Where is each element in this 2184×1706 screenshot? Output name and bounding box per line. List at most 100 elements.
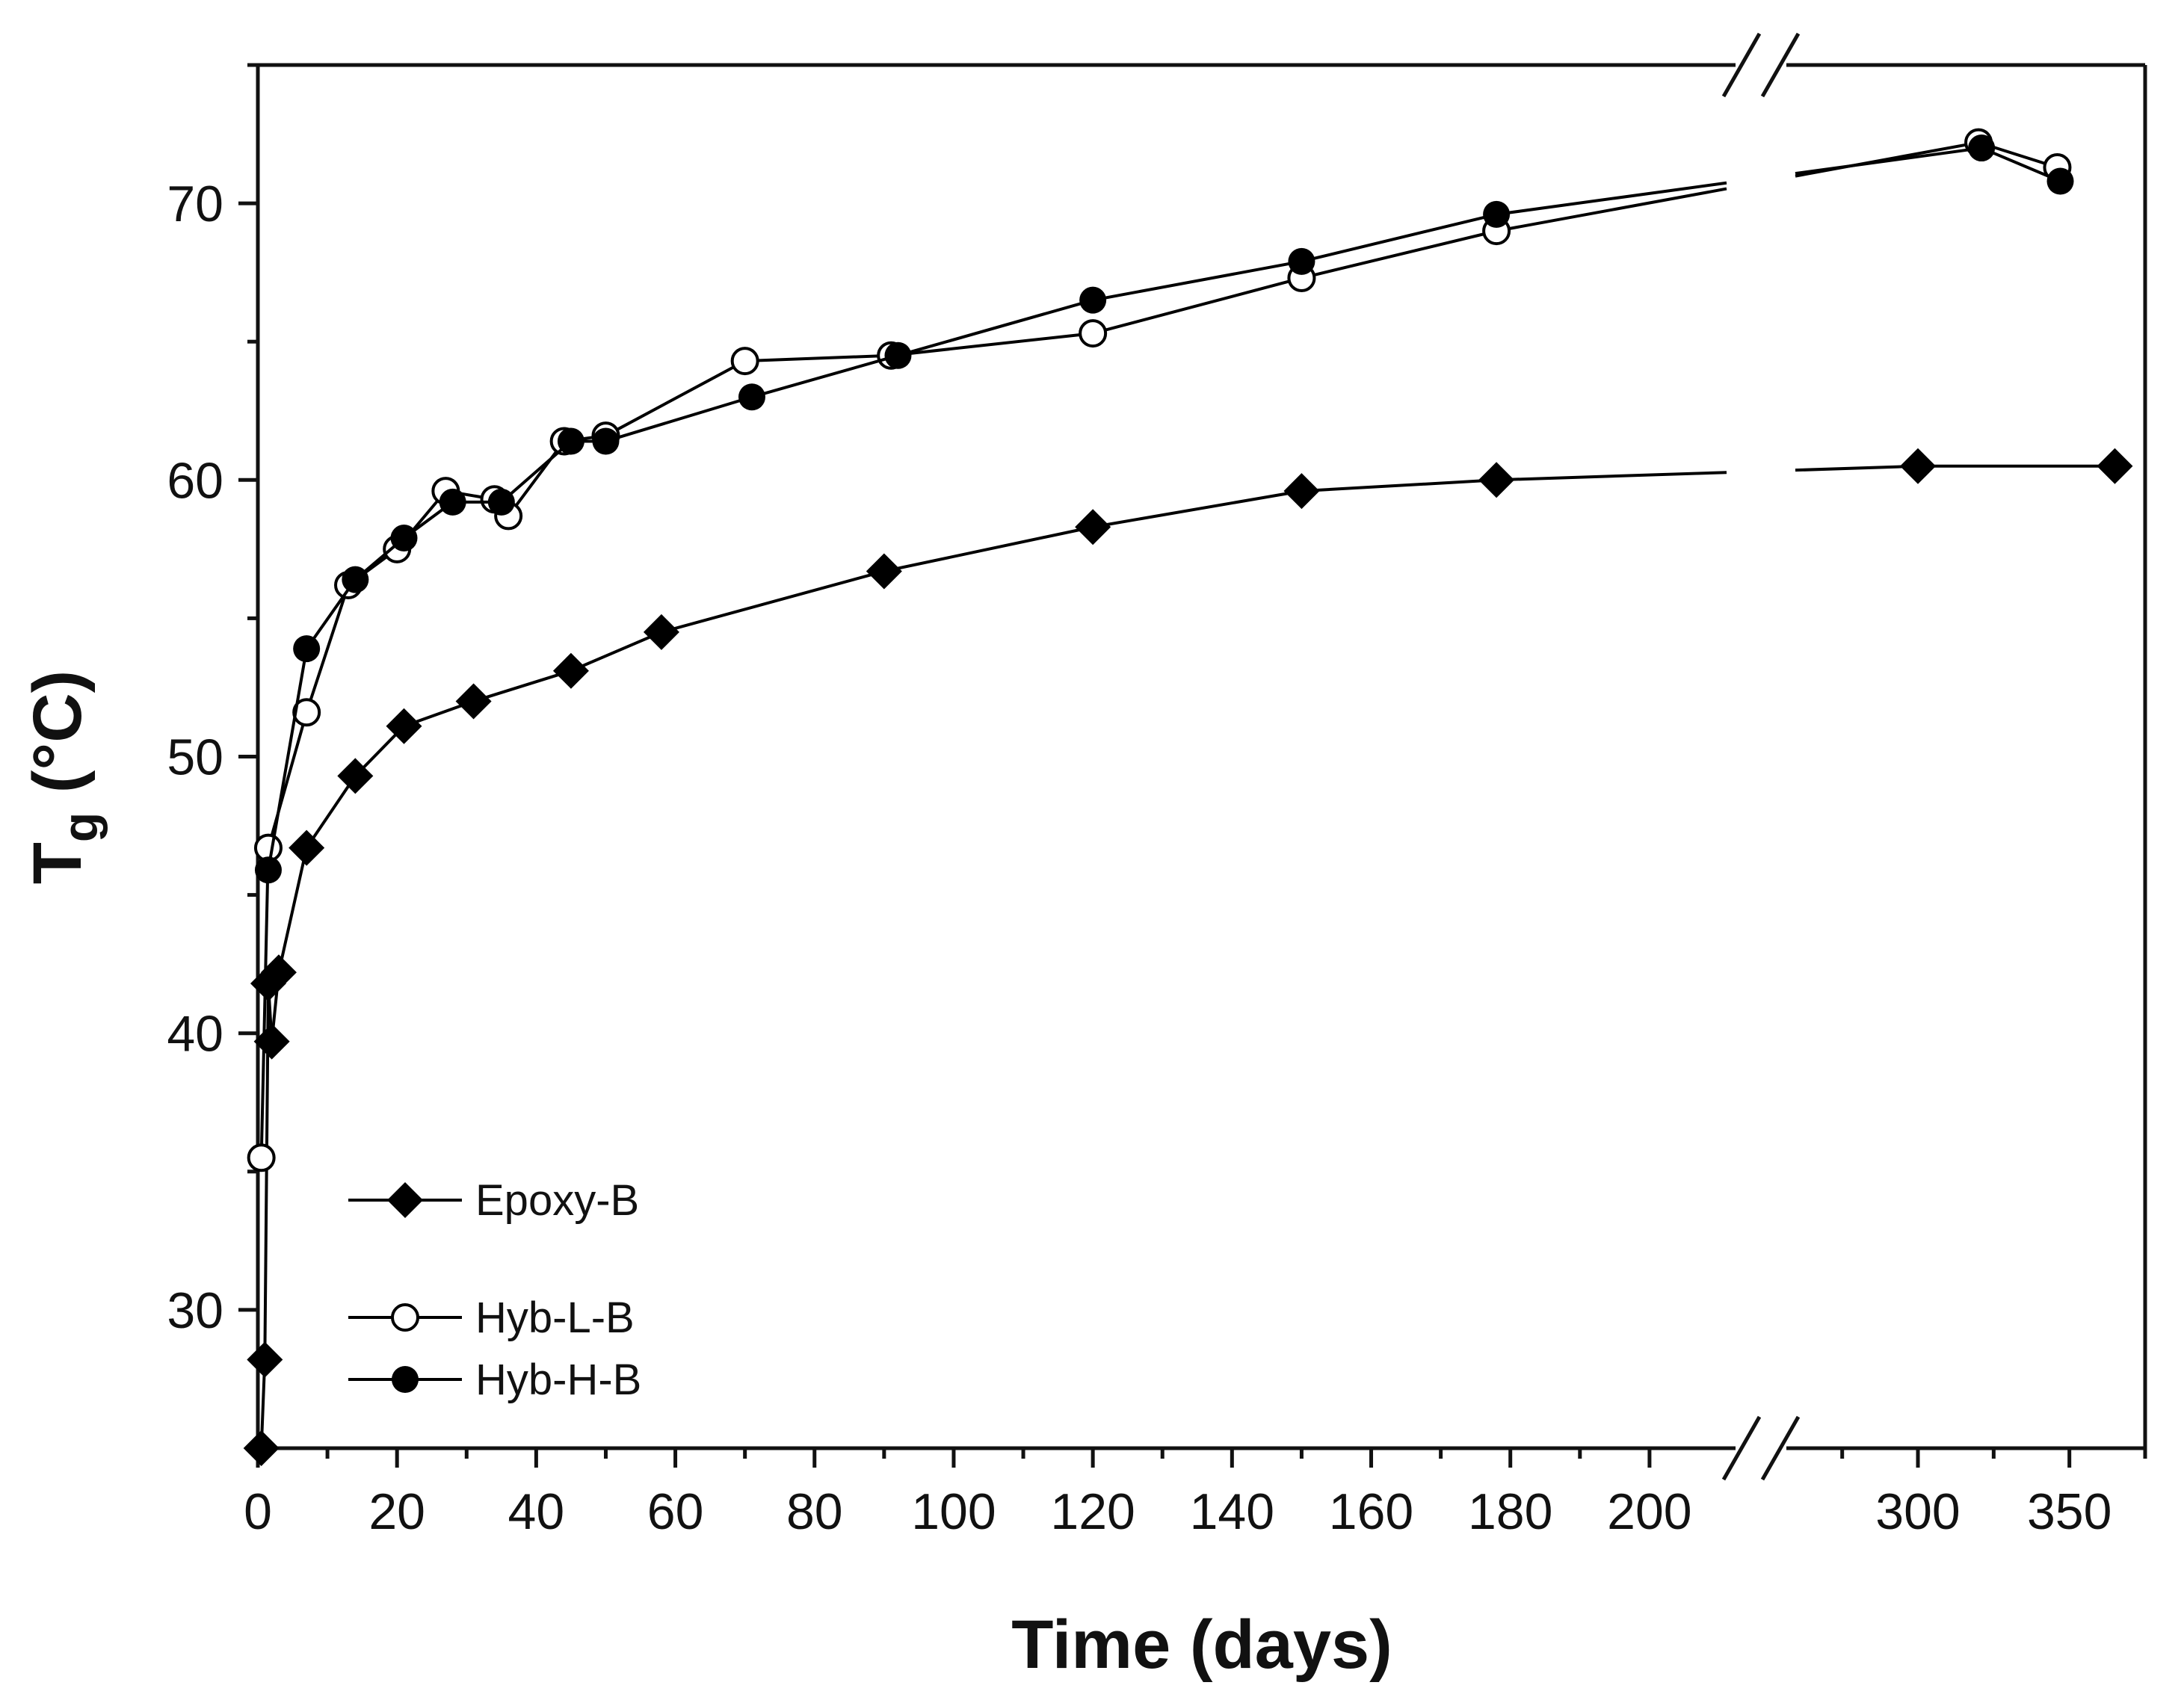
y-axis: 30 40 50 60 70 [167,63,258,1450]
data-point-hyb-h-b [254,856,282,884]
data-point-hyb-h-b [1968,135,1996,162]
data-point-hyb-h-b [390,525,418,552]
series-line-segment [267,711,309,849]
series-line-segment [897,298,1093,357]
legend-item-epoxy-b: Epoxy-B [348,1176,639,1225]
break-slash [1721,32,1762,98]
x-tick-label: 20 [368,1483,425,1540]
data-point-hyb-h-b [592,427,620,455]
data-point-epoxy-b [866,553,902,590]
series-line-segment [744,353,892,363]
x-tick-label: 350 [2027,1483,2111,1540]
data-point-hyb-h-b [1483,200,1511,228]
data-point-epoxy-b [643,614,679,650]
y-axis-title-symbol: T [19,842,96,884]
series-line-segment [1496,181,1727,216]
x-tick-label: 180 [1468,1483,1552,1540]
series-line-segment [1092,276,1302,336]
data-point-hyb-h-b [1288,247,1315,275]
series-line-segment [1795,464,1919,472]
bottom-break-mark [1721,1415,1801,1481]
data-point-hyb-h-b [884,341,912,369]
data-point-epoxy-b [1900,448,1937,484]
x-tick-label: 60 [647,1483,704,1540]
x-tick-label: 200 [1607,1483,1691,1540]
break-slash [1721,1415,1762,1481]
data-point-epoxy-b [243,1430,280,1466]
data-point-hyb-l-b [247,1143,276,1172]
legend: Epoxy-B Hyb-L-B Hyb-H-B [348,1176,641,1404]
data-point-hyb-h-b [439,488,466,516]
series-line-segment [1092,489,1302,529]
series-line-segment [266,648,309,871]
data-point-epoxy-b [552,652,589,689]
break-slash [1760,32,1801,98]
y-tick-label: 30 [167,1282,223,1339]
data-point-epoxy-b [247,1341,283,1378]
data-point-epoxy-b [2097,448,2133,484]
series-line-segment [305,584,350,713]
legend-marker-hyb-l-b [391,1303,419,1332]
y-axis-title: Tg (°C) [19,670,108,885]
series-line-segment [277,847,309,973]
data-point-hyb-h-b [738,383,765,411]
series-line-segment [1981,146,2061,183]
x-axis-title: Time (days) [1011,1607,1392,1683]
series-line-segment [1795,146,1982,176]
series-line-segment [305,775,357,849]
series-line-segment [1301,478,1497,493]
series-epoxy-b [243,448,2133,1466]
top-break-mark [1721,32,1801,98]
series-line-segment [661,569,885,634]
series-line-segment [751,353,899,399]
data-point-epoxy-b [337,758,374,794]
x-axis: 0 20 40 60 80 100 120 140 160 180 200 300 350 [244,1448,2147,1540]
series-line-segment [1092,259,1302,302]
x-tick-label: 40 [508,1483,565,1540]
plot-frame [256,63,2147,1450]
series-line-segment [1496,471,1727,482]
data-point-epoxy-b [386,708,422,744]
legend-item-hyb-l-b: Hyb-L-B [348,1294,635,1342]
data-point-epoxy-b [1283,473,1320,510]
data-point-hyb-h-b [2046,167,2074,195]
series-line-segment [1301,212,1497,263]
series-line-segment [890,332,1093,357]
y-axis-title-subscript: g [52,812,108,842]
data-point-hyb-l-b [1079,319,1108,348]
y-tick-label: 40 [167,1006,223,1063]
y-tick-label: 70 [167,176,223,232]
data-point-hyb-h-b [557,427,584,455]
series-line-segment [605,359,746,437]
data-point-hyb-l-b [292,698,321,727]
data-point-hyb-h-b [1079,286,1107,314]
data-point-epoxy-b [1478,462,1515,498]
series-line-segment [1496,187,1727,233]
axis-break-marks [1721,32,1801,1481]
data-point-epoxy-b [1075,509,1111,546]
series-hyb-l-b [247,128,2072,1172]
series-hyb-h-b [254,135,2074,884]
x-tick-label: 160 [1329,1483,1413,1540]
series-line-segment [883,525,1093,573]
data-point-epoxy-b [260,954,297,991]
x-tick-label: 100 [911,1483,996,1540]
data-point-hyb-h-b [487,488,515,516]
x-tick-label: 120 [1050,1483,1135,1540]
data-point-epoxy-b [455,683,492,720]
x-tick-label: 140 [1190,1483,1274,1540]
series-line-segment [500,439,573,504]
data-point-hyb-h-b [342,566,369,593]
x-tick-label: 80 [786,1483,843,1540]
legend-label: Epoxy-B [475,1176,639,1225]
series-line-segment [305,578,357,650]
x-tick-label: 0 [244,1483,272,1540]
legend-marker-hyb-h-b [392,1366,419,1393]
x-tick-label: 300 [1875,1483,1960,1540]
data-point-epoxy-b [289,829,325,866]
legend-item-hyb-h-b: Hyb-H-B [348,1356,641,1404]
series-line-segment [570,631,662,673]
legend-label: Hyb-H-B [475,1356,641,1404]
y-tick-label: 50 [167,729,223,786]
